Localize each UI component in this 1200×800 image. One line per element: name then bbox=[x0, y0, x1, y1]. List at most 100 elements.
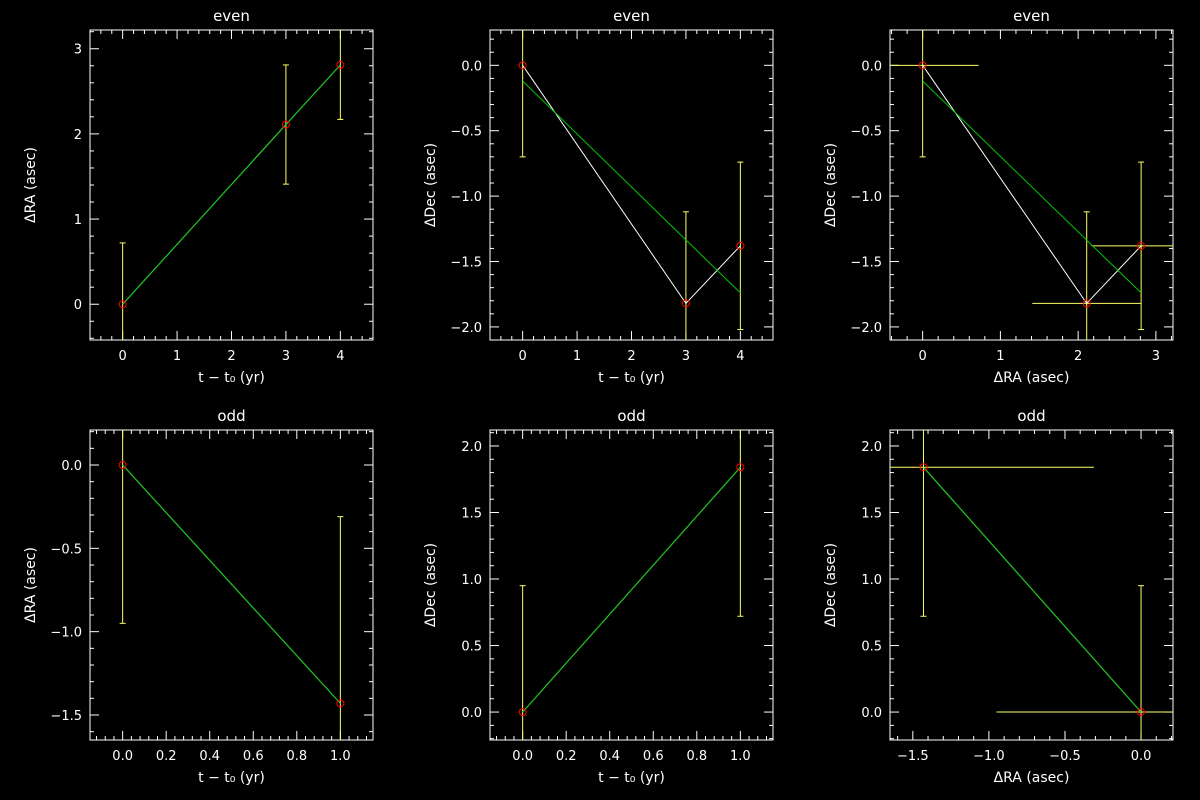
data-point bbox=[281, 120, 290, 129]
x-tick-label: 0 bbox=[519, 349, 527, 364]
plot-frame bbox=[489, 429, 774, 741]
data-point bbox=[336, 60, 345, 69]
y-axis-label: ΔDec (asec) bbox=[423, 543, 439, 627]
y-tick-label: −1.5 bbox=[450, 256, 482, 271]
x-tick-label: 2 bbox=[227, 349, 235, 364]
y-axis-label: ΔDec (asec) bbox=[823, 143, 839, 227]
x-tick-label: 0.4 bbox=[199, 749, 220, 764]
x-tick-label: 2 bbox=[1074, 349, 1082, 364]
y-tick-label: −1.5 bbox=[850, 256, 882, 271]
x-tick-label: 0.4 bbox=[599, 749, 620, 764]
y-tick-label: 0.0 bbox=[861, 706, 882, 721]
data-point bbox=[681, 299, 690, 308]
y-tick-label: 1.5 bbox=[461, 506, 482, 521]
fit-line bbox=[122, 464, 341, 704]
plot-frame bbox=[489, 29, 774, 341]
y-tick-label: −0.5 bbox=[50, 542, 82, 557]
data-point bbox=[1137, 241, 1146, 250]
x-axis-label: t − t₀ (yr) bbox=[198, 770, 265, 786]
plot-frame bbox=[89, 429, 374, 741]
data-point bbox=[518, 61, 527, 70]
panel-title: odd bbox=[617, 407, 645, 425]
x-tick-label: 4 bbox=[736, 349, 744, 364]
y-tick-label: −2.0 bbox=[850, 321, 882, 336]
y-tick-label: 2 bbox=[74, 128, 82, 143]
y-tick-label: 0.5 bbox=[861, 640, 882, 655]
x-tick-label: −1.5 bbox=[897, 749, 929, 764]
data-point bbox=[736, 241, 745, 250]
x-tick-label: 1 bbox=[173, 349, 181, 364]
data-point bbox=[1082, 299, 1091, 308]
panel-5: 0.0 0.2 0.4 0.6 0.8 1.0 0.0 0.5 1.0 1.5 2.0 odd t − … bbox=[423, 407, 774, 786]
y-tick-label: 1 bbox=[74, 213, 82, 228]
y-axis-label: ΔRA (asec) bbox=[23, 147, 39, 223]
y-tick-label: 2.0 bbox=[461, 440, 482, 455]
y-tick-label: 0.0 bbox=[461, 706, 482, 721]
y-tick-label: 0 bbox=[74, 298, 82, 313]
y-tick-label: 1.0 bbox=[861, 573, 882, 588]
data-point bbox=[336, 699, 345, 708]
panel-title: even bbox=[213, 7, 250, 25]
panel-2: 0 1 2 3 4 0.0 −0.5 −1.0 −1.5 −2.0 even t − t₀ (yr) Δ… bbox=[423, 7, 774, 386]
data-point bbox=[518, 708, 527, 717]
x-axis-label: t − t₀ (yr) bbox=[198, 370, 265, 386]
y-tick-label: 0.0 bbox=[61, 459, 82, 474]
panel-4: 0.0 0.2 0.4 0.6 0.8 1.0 0.0 −0.5 −1.0 −1.5 odd t − … bbox=[23, 407, 374, 786]
x-axis-label: t − t₀ (yr) bbox=[598, 770, 665, 786]
y-tick-label: 2.0 bbox=[861, 440, 882, 455]
fit-line bbox=[122, 64, 341, 305]
data-point bbox=[918, 61, 927, 70]
y-axis-label: ΔRA (asec) bbox=[23, 547, 39, 623]
x-tick-label: −0.5 bbox=[1049, 749, 1081, 764]
x-tick-label: 4 bbox=[336, 349, 344, 364]
x-tick-label: 0.0 bbox=[512, 749, 533, 764]
y-tick-label: 1.0 bbox=[461, 573, 482, 588]
y-axis-label: ΔDec (asec) bbox=[823, 543, 839, 627]
y-tick-label: −1.0 bbox=[450, 190, 482, 205]
panel-title: even bbox=[1013, 7, 1050, 25]
panel-6: −1.5 −1.0 −0.5 0.0 0.0 0.5 1.0 1.5 2.0 odd ΔRA (as… bbox=[823, 407, 1174, 786]
fit-line bbox=[922, 80, 1142, 294]
y-tick-label: −1.0 bbox=[850, 190, 882, 205]
y-tick-label: 0.0 bbox=[861, 59, 882, 74]
connector-line bbox=[922, 65, 1142, 305]
panel-1: 0 1 2 3 4 0 1 2 3 even t − t₀ (yr) ΔRA (asec) bbox=[23, 7, 374, 386]
data-point bbox=[736, 463, 745, 472]
x-tick-label: 2 bbox=[627, 349, 635, 364]
x-tick-label: 0 bbox=[919, 349, 927, 364]
x-tick-label: 1 bbox=[573, 349, 581, 364]
fit-line bbox=[522, 466, 741, 713]
y-tick-label: −1.0 bbox=[50, 626, 82, 641]
panel-title: odd bbox=[217, 407, 245, 425]
connector-line bbox=[522, 65, 741, 305]
x-tick-label: 3 bbox=[682, 349, 690, 364]
x-tick-label: 0.0 bbox=[1131, 749, 1152, 764]
y-tick-label: 0.0 bbox=[461, 59, 482, 74]
y-tick-label: −1.5 bbox=[50, 709, 82, 724]
data-point bbox=[118, 300, 127, 309]
x-tick-label: −1.0 bbox=[973, 749, 1005, 764]
x-tick-label: 0.2 bbox=[556, 749, 577, 764]
x-tick-label: 0.2 bbox=[156, 749, 177, 764]
x-tick-label: 0.6 bbox=[643, 749, 664, 764]
y-tick-label: −2.0 bbox=[450, 321, 482, 336]
x-tick-label: 1.0 bbox=[330, 749, 351, 764]
x-tick-label: 1 bbox=[996, 349, 1004, 364]
x-tick-label: 0.8 bbox=[686, 749, 707, 764]
data-point bbox=[118, 461, 127, 469]
y-tick-label: 1.5 bbox=[861, 506, 882, 521]
fit-line bbox=[522, 80, 741, 294]
x-axis-label: t − t₀ (yr) bbox=[598, 370, 665, 386]
panel-title: odd bbox=[1017, 407, 1045, 425]
fit-line bbox=[923, 466, 1142, 713]
x-tick-label: 3 bbox=[282, 349, 290, 364]
plot-frame bbox=[889, 29, 1174, 341]
x-tick-label: 0.0 bbox=[112, 749, 133, 764]
y-tick-label: 3 bbox=[74, 43, 82, 58]
x-tick-label: 1.0 bbox=[730, 749, 751, 764]
x-axis-label: ΔRA (asec) bbox=[994, 770, 1070, 786]
y-tick-label: −0.5 bbox=[450, 125, 482, 140]
x-tick-label: 0.6 bbox=[243, 749, 264, 764]
panel-title: even bbox=[613, 7, 650, 25]
